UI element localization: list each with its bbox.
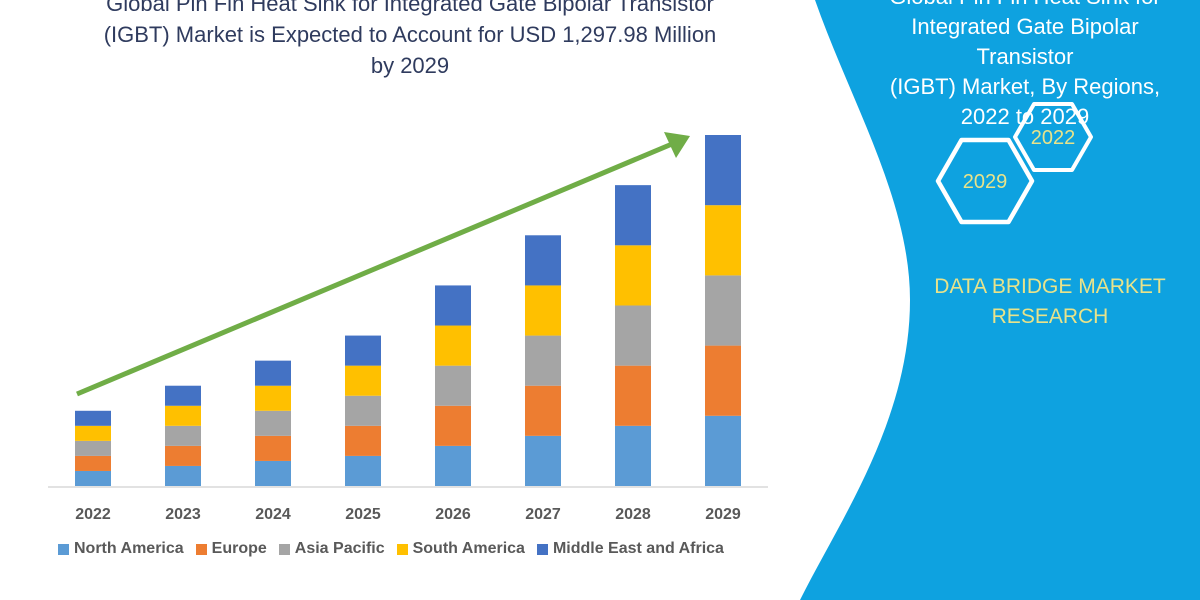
bar-segment-middle-east-and-africa-2029 [705,135,741,206]
bar-segment-south-america-2026 [435,325,471,366]
hexagon-2029 [935,137,1035,225]
trend-arrow [76,132,690,397]
x-tick-label: 2023 [165,506,201,523]
side-title-line: Integrated Gate Bipolar Transistor [911,14,1139,69]
bar-segment-asia-pacific-2026 [435,365,471,406]
legend-item: South America [396,540,525,558]
bar-segment-europe-2026 [435,405,471,446]
bar-segment-south-america-2024 [255,385,291,411]
bar-segment-asia-pacific-2022 [75,440,111,456]
hexagon-label: 2029 [963,171,1008,193]
legend-swatch [536,543,548,555]
legend-swatch [278,543,290,555]
x-tick-label: 2029 [705,506,741,523]
bar-segment-south-america-2022 [75,425,111,441]
bar-segment-asia-pacific-2028 [615,305,651,366]
bar-segment-europe-2023 [165,445,201,466]
side-panel-title: Global Pin Fin Heat Sink for Integrated … [860,0,1190,132]
bar-segment-middle-east-and-africa-2024 [255,360,291,386]
bar-segment-middle-east-and-africa-2026 [435,285,471,326]
legend-item: North America [58,540,184,558]
bar-segment-europe-2028 [615,365,651,426]
bar-segment-middle-east-and-africa-2028 [615,185,651,246]
legend-swatch [195,543,207,555]
title-line: Global Pin Fin Heat Sink for Integrated … [106,0,714,16]
side-title-line: 2022 to 2029 [960,104,1090,129]
bar-segment-asia-pacific-2025 [345,395,381,426]
side-title-line: (IGBT) Market, By Regions, [889,74,1161,99]
legend-label: South America [412,540,525,557]
bar-segment-north-america-2024 [255,460,291,486]
chart-title: Global Pin Fin Heat Sink for Integrated … [40,0,780,81]
hexagon-label: 2022 [1031,127,1076,149]
legend-swatch [396,543,408,555]
legend-item: Europe [195,540,267,558]
bar-segment-north-america-2027 [525,435,561,486]
bar-segment-south-america-2025 [345,365,381,396]
title-line: (IGBT) Market is Expected to Account for… [103,22,717,47]
bar-segment-middle-east-and-africa-2022 [75,410,111,426]
legend-label: Asia Pacific [294,540,385,557]
side-title-line: Global Pin Fin Heat Sink for [860,0,1190,12]
legend-item: Middle East and Africa [536,540,724,558]
bar-segment-north-america-2028 [615,425,651,486]
bar-segment-europe-2025 [345,425,381,456]
bar-segment-asia-pacific-2027 [525,335,561,386]
bar-segment-north-america-2029 [705,415,741,486]
x-tick-label: 2028 [615,506,651,523]
bar-segment-europe-2029 [705,345,741,416]
legend-label: Europe [211,540,267,557]
legend-label: North America [74,540,184,557]
bar-segment-north-america-2022 [75,470,111,486]
bar-segment-north-america-2023 [165,465,201,486]
x-tick-label: 2027 [525,506,561,523]
bar-segment-south-america-2027 [525,285,561,336]
x-tick-label: 2024 [255,506,291,523]
bar-segment-south-america-2029 [705,205,741,276]
side-panel-background [800,0,1200,600]
bar-segment-middle-east-and-africa-2027 [525,235,561,286]
title-line: by 2029 [370,53,450,78]
x-tick-label: 2025 [345,506,381,523]
bar-segment-south-america-2028 [615,245,651,306]
x-tick-label: 2026 [435,506,471,523]
bar-segment-asia-pacific-2023 [165,425,201,446]
legend-label: Middle East and Africa [552,540,724,557]
legend: North America Europe Asia Pacific South Ame… [58,540,724,558]
bar-segment-north-america-2025 [345,455,381,486]
legend-swatch [58,543,69,555]
brand-name: DATA BRIDGE MARKET RESEARCH [900,272,1200,332]
bar-segment-north-america-2026 [435,445,471,486]
bar-segment-middle-east-and-africa-2023 [165,385,201,406]
bar-segment-europe-2024 [255,435,291,461]
bar-segment-south-america-2023 [165,405,201,426]
bar-segment-asia-pacific-2024 [255,410,291,436]
x-tick-label: 2022 [75,506,111,523]
bar-segment-asia-pacific-2029 [705,275,741,346]
brand-line: RESEARCH [991,305,1109,328]
bar-segment-europe-2027 [525,385,561,436]
bar-segment-middle-east-and-africa-2025 [345,335,381,366]
bar-segment-europe-2022 [75,455,111,471]
brand-line: DATA BRIDGE MARKET [934,275,1166,298]
hexagon-2022 [1013,102,1093,172]
legend-item: Asia Pacific [278,540,385,558]
